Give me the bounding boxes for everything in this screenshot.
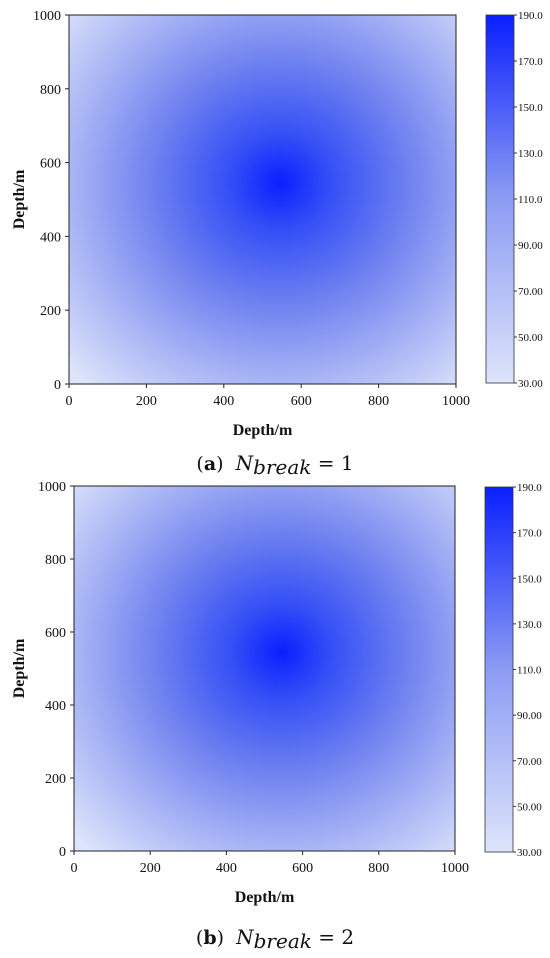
chart-b-colorbar-tick-label: 30.00 bbox=[517, 847, 542, 859]
chart-a-colorbar bbox=[485, 14, 515, 384]
chart-b-x-tick-label: 400 bbox=[216, 861, 237, 876]
chart-a-colorbar-tick-label: 110.0 bbox=[518, 194, 543, 206]
chart-a-x-tick-label: 800 bbox=[368, 394, 389, 409]
chart-a: 0 200 400 600 800 1000 0 200 400 600 800 1000 Depth/… bbox=[11, 9, 543, 479]
chart-b-colorbar-tick-label: 90.00 bbox=[517, 710, 542, 722]
chart-a-y-axis-label: Depth/m bbox=[11, 169, 28, 229]
chart-b-caption: (b) Nbreak = 2 bbox=[196, 925, 354, 953]
chart-b-x-tick-label: 200 bbox=[140, 861, 161, 876]
chart-a-plot-frame bbox=[68, 14, 457, 385]
chart-a-y-tick-label: 800 bbox=[40, 83, 61, 98]
chart-b-colorbar-tick-label: 150.0 bbox=[517, 573, 542, 585]
chart-a-y-tick-label: 0 bbox=[54, 378, 61, 393]
chart-a-colorbar-tick-label: 170.0 bbox=[518, 56, 543, 68]
chart-a-caption-subscript: break bbox=[253, 455, 311, 479]
chart-a-colorbar-tick-label: 30.00 bbox=[518, 378, 543, 390]
chart-b-y-tick-label: 600 bbox=[45, 626, 66, 641]
chart-b-colorbar bbox=[484, 486, 514, 853]
chart-b-y-tick-label: 200 bbox=[45, 772, 66, 787]
chart-b-y-tick-label: 0 bbox=[59, 845, 66, 860]
chart-b-caption-relation: = 2 bbox=[312, 925, 354, 949]
chart-b-x-tick-label: 600 bbox=[292, 861, 313, 876]
chart-b-y-tick-label: 800 bbox=[45, 553, 66, 568]
chart-a-colorbar-tick-label: 50.00 bbox=[518, 332, 543, 344]
chart-a-x-tick-label: 400 bbox=[213, 394, 234, 409]
chart-b-colorbar-tick-label: 190.0 bbox=[517, 482, 542, 494]
chart-b-x-tick-label: 1000 bbox=[441, 861, 469, 876]
chart-a-x-tick-label: 1000 bbox=[442, 394, 470, 409]
chart-a-x-tick-label: 0 bbox=[66, 394, 73, 409]
chart-b-x-axis-label: Depth/m bbox=[235, 889, 295, 906]
chart-b: 0 200 400 600 800 1000 0 200 400 600 800 1000 Depth/… bbox=[11, 480, 542, 953]
chart-b-heatmap-field bbox=[74, 486, 455, 851]
chart-a-x-tick-label: 200 bbox=[136, 394, 157, 409]
chart-b-y-tick-label: 400 bbox=[45, 699, 66, 714]
chart-a-heatmap-field bbox=[69, 15, 456, 384]
chart-b-plot-frame bbox=[73, 485, 456, 852]
chart-b-y-axis-label: Depth/m bbox=[11, 638, 28, 698]
chart-a-y-tick-label: 1000 bbox=[33, 9, 61, 24]
chart-a-y-tick-label: 400 bbox=[40, 230, 61, 245]
chart-b-colorbar-tick-label: 70.00 bbox=[517, 756, 542, 768]
chart-b-x-tick-label: 0 bbox=[71, 861, 78, 876]
chart-a-colorbar-tick-label: 190.0 bbox=[518, 10, 543, 22]
chart-a-y-tick-label: 600 bbox=[40, 157, 61, 172]
chart-a-y-tick-label: 200 bbox=[40, 304, 61, 319]
chart-a-x-axis-label: Depth/m bbox=[233, 422, 293, 439]
chart-a-colorbar-tick-label: 150.0 bbox=[518, 102, 543, 114]
chart-b-x-tick-label: 800 bbox=[368, 861, 389, 876]
chart-a-caption-symbol: N bbox=[235, 451, 255, 475]
chart-a-caption-letter: a bbox=[204, 453, 216, 475]
chart-b-caption-letter: b bbox=[203, 927, 216, 949]
chart-b-colorbar-tick-label: 130.0 bbox=[517, 619, 542, 631]
chart-a-colorbar-tick-label: 90.00 bbox=[518, 240, 543, 252]
chart-b-colorbar-tick-label: 50.00 bbox=[517, 801, 542, 813]
chart-a-caption-relation: = 1 bbox=[311, 451, 353, 475]
chart-b-colorbar-tick-label: 110.0 bbox=[517, 665, 542, 677]
chart-a-colorbar-tick-label: 70.00 bbox=[518, 286, 543, 298]
chart-a-x-tick-label: 600 bbox=[291, 394, 312, 409]
chart-b-y-tick-label: 1000 bbox=[38, 480, 66, 495]
chart-a-colorbar-tick-label: 130.0 bbox=[518, 148, 543, 160]
chart-b-caption-symbol: N bbox=[235, 925, 255, 949]
chart-b-caption-subscript: break bbox=[254, 929, 312, 953]
chart-a-caption: (a) Nbreak = 1 bbox=[196, 451, 353, 479]
chart-b-colorbar-tick-label: 170.0 bbox=[517, 528, 542, 540]
